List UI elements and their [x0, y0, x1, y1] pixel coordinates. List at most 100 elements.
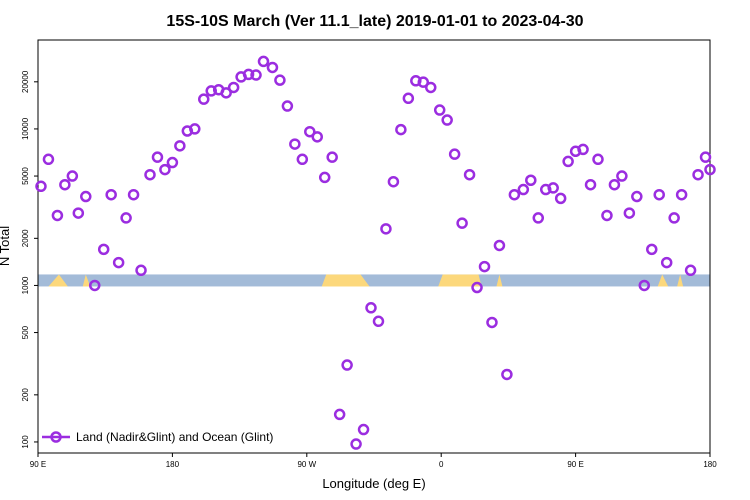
legend-marker: [50, 431, 62, 443]
land-region: [496, 274, 503, 287]
data-point: [562, 155, 574, 168]
data-point: [51, 209, 64, 222]
data-point: [326, 151, 338, 163]
y-tick-label: 100: [21, 435, 30, 449]
data-point: [80, 190, 92, 203]
data-point: [592, 153, 604, 166]
data-point: [402, 92, 415, 105]
land-region: [677, 274, 684, 287]
data-point: [601, 209, 613, 222]
data-point: [120, 212, 132, 224]
data-point: [417, 76, 430, 88]
data-point: [456, 217, 468, 229]
x-axis-ticks: 90 E 180 90 W 0 90 E 180: [30, 453, 717, 469]
data-point: [675, 188, 688, 201]
y-tick-label: 5000: [21, 167, 30, 185]
data-point: [372, 315, 385, 328]
data-point: [471, 281, 483, 294]
x-axis-label: Longitude (deg E): [322, 476, 425, 491]
data-point: [227, 81, 240, 94]
data-point: [350, 438, 362, 450]
data-point: [144, 168, 156, 181]
legend-label: Land (Nadir&Glint) and Ocean (Glint): [76, 430, 273, 444]
y-axis-label: N Total: [0, 226, 12, 266]
data-point: [424, 81, 437, 94]
data-point: [159, 163, 171, 176]
land-region: [321, 274, 370, 287]
x-tick-label: 0: [439, 460, 444, 469]
x-tick-label: 90 W: [297, 460, 316, 469]
data-point: [525, 174, 537, 187]
data-point: [577, 143, 589, 156]
data-points: [35, 55, 716, 450]
data-point: [395, 123, 407, 136]
land-region: [438, 274, 482, 287]
data-point: [135, 264, 147, 277]
data-point: [72, 207, 85, 219]
data-point: [88, 279, 101, 292]
data-point: [289, 138, 301, 150]
y-tick-label: 1000: [21, 276, 30, 294]
data-point: [304, 125, 316, 138]
data-point: [281, 100, 294, 112]
data-point: [508, 188, 521, 201]
y-tick-label: 200: [21, 388, 30, 402]
data-point: [547, 182, 559, 194]
data-point: [105, 188, 117, 201]
data-point: [380, 223, 392, 235]
legend: Land (Nadir&Glint) and Ocean (Glint): [42, 430, 273, 444]
data-point: [341, 359, 353, 371]
data-point: [532, 212, 545, 224]
data-point: [205, 85, 217, 97]
data-point: [274, 74, 286, 86]
data-point: [250, 69, 262, 81]
data-point: [631, 190, 643, 203]
land-region: [657, 274, 669, 287]
data-point: [357, 423, 370, 436]
data-point: [59, 178, 71, 191]
y-tick-label: 10000: [21, 117, 30, 140]
y-axis-ticks: 100 200 500 1000 2000 5000 10000 20000: [21, 70, 38, 449]
data-point: [112, 256, 125, 269]
data-point: [660, 256, 673, 269]
data-point: [220, 87, 232, 99]
data-point: [668, 212, 680, 224]
x-tick-label: 180: [166, 460, 180, 469]
data-point: [441, 114, 453, 126]
chart-title: 15S-10S March (Ver 11.1_late) 2019-01-01…: [166, 13, 583, 30]
data-point: [189, 123, 201, 135]
land-region: [48, 274, 68, 287]
data-point: [692, 168, 704, 181]
data-point: [333, 408, 346, 421]
land-ocean-band: [38, 274, 710, 287]
data-point: [311, 131, 324, 143]
data-point: [478, 260, 491, 273]
data-point: [257, 55, 270, 68]
data-point: [127, 188, 140, 201]
data-point: [318, 171, 331, 184]
data-point: [638, 279, 651, 292]
data-point: [266, 61, 279, 74]
land-region: [82, 274, 91, 287]
data-point: [623, 207, 636, 219]
data-point: [66, 170, 79, 182]
x-tick-label: 90 E: [567, 460, 583, 469]
x-tick-label: 180: [703, 460, 717, 469]
ocean-band: [38, 274, 710, 287]
data-point: [448, 148, 461, 160]
data-point: [608, 178, 621, 191]
data-point: [653, 188, 665, 201]
data-point: [684, 264, 697, 277]
data-point: [699, 151, 712, 163]
data-point: [296, 153, 309, 166]
data-point: [646, 243, 658, 256]
data-point: [501, 368, 513, 381]
y-tick-label: 2000: [21, 229, 30, 247]
y-tick-label: 20000: [21, 70, 30, 93]
data-point: [410, 75, 422, 87]
data-point: [97, 243, 110, 256]
data-point: [35, 180, 47, 193]
data-point: [584, 178, 597, 191]
data-point: [433, 104, 446, 116]
